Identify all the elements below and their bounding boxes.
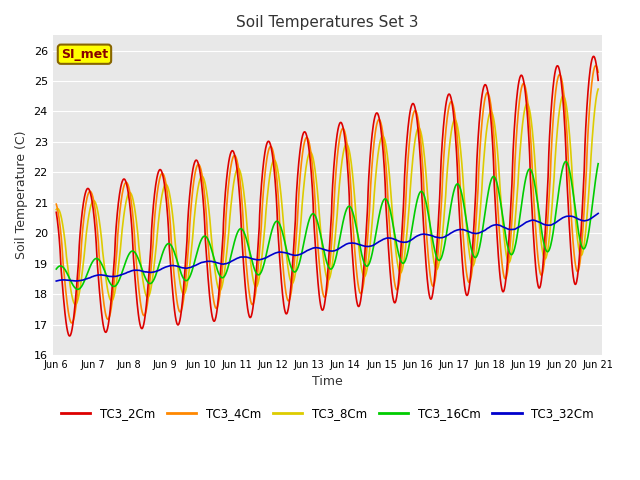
Line: TC3_32Cm: TC3_32Cm xyxy=(56,214,598,281)
TC3_16Cm xyxy=(173,258,181,264)
TC3_32Cm xyxy=(52,278,60,284)
TC3_16Cm xyxy=(160,247,168,252)
TC3_2Cm xyxy=(173,321,181,327)
TC3_8Cm xyxy=(160,184,168,190)
TC3_32Cm xyxy=(234,255,241,261)
TC3_4Cm xyxy=(595,69,602,75)
TC3_2Cm xyxy=(160,179,168,184)
TC3_4Cm xyxy=(592,63,600,69)
TC3_32Cm xyxy=(482,227,490,232)
TC3_2Cm xyxy=(590,53,598,59)
TC3_16Cm xyxy=(74,287,81,292)
TC3_16Cm xyxy=(531,178,538,184)
Line: TC3_2Cm: TC3_2Cm xyxy=(56,56,598,336)
TC3_8Cm xyxy=(531,148,538,154)
TC3_8Cm xyxy=(412,134,419,140)
TC3_2Cm xyxy=(483,83,490,89)
TC3_16Cm xyxy=(595,161,602,167)
TC3_2Cm xyxy=(531,243,538,249)
TC3_16Cm xyxy=(562,159,570,165)
TC3_32Cm xyxy=(173,263,180,269)
Legend: TC3_2Cm, TC3_4Cm, TC3_8Cm, TC3_16Cm, TC3_32Cm: TC3_2Cm, TC3_4Cm, TC3_8Cm, TC3_16Cm, TC3… xyxy=(56,402,598,425)
TC3_32Cm xyxy=(160,265,168,271)
Line: TC3_16Cm: TC3_16Cm xyxy=(56,162,598,289)
TC3_4Cm xyxy=(531,203,538,209)
TC3_8Cm xyxy=(52,207,60,213)
TC3_16Cm xyxy=(412,205,419,211)
TC3_2Cm xyxy=(66,333,74,339)
TC3_2Cm xyxy=(52,209,60,215)
TC3_8Cm xyxy=(483,130,490,135)
X-axis label: Time: Time xyxy=(312,375,342,388)
TC3_4Cm xyxy=(173,300,181,305)
TC3_32Cm xyxy=(595,211,602,216)
TC3_16Cm xyxy=(234,229,242,235)
TC3_8Cm xyxy=(595,86,602,92)
Line: TC3_4Cm: TC3_4Cm xyxy=(56,66,598,323)
TC3_4Cm xyxy=(234,161,242,167)
TC3_8Cm xyxy=(72,301,79,307)
TC3_2Cm xyxy=(234,173,242,179)
TC3_32Cm xyxy=(530,217,538,223)
Y-axis label: Soil Temperature (C): Soil Temperature (C) xyxy=(15,131,28,259)
TC3_8Cm xyxy=(173,258,181,264)
TC3_2Cm xyxy=(412,107,419,113)
Title: Soil Temperatures Set 3: Soil Temperatures Set 3 xyxy=(236,15,419,30)
TC3_4Cm xyxy=(160,173,168,179)
TC3_16Cm xyxy=(52,266,60,272)
TC3_8Cm xyxy=(234,166,242,171)
TC3_32Cm xyxy=(412,234,419,240)
TC3_16Cm xyxy=(483,201,490,207)
TC3_4Cm xyxy=(483,91,490,96)
TC3_4Cm xyxy=(52,201,60,207)
TC3_2Cm xyxy=(595,77,602,83)
Text: SI_met: SI_met xyxy=(61,48,108,60)
TC3_4Cm xyxy=(412,108,419,114)
Line: TC3_8Cm: TC3_8Cm xyxy=(56,89,598,304)
TC3_4Cm xyxy=(68,320,76,326)
